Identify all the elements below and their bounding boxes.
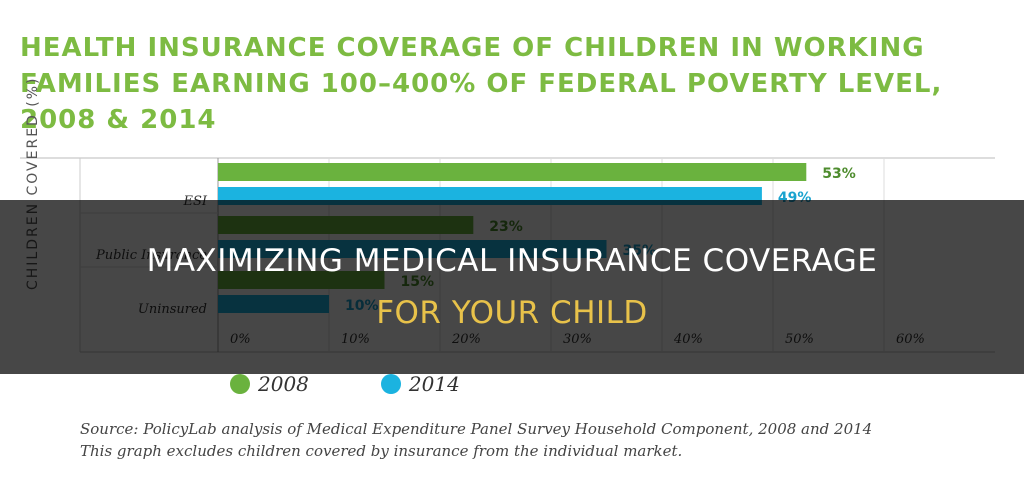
source-note: Source: PolicyLab analysis of Medical Ex… xyxy=(80,418,980,462)
legend: 2008 2014 xyxy=(230,372,460,396)
bar-2008-esi xyxy=(218,163,807,181)
legend-item-2014: 2014 xyxy=(380,372,460,396)
banner-headline-line1: MAXIMIZING MEDICAL INSURANCE COVERAGE xyxy=(146,243,878,279)
legend-label-2014: 2014 xyxy=(408,372,460,396)
legend-label-2008: 2008 xyxy=(258,372,309,396)
banner-headline-line2: FOR YOUR CHILD xyxy=(376,295,648,331)
legend-item-2008: 2008 xyxy=(230,372,309,396)
legend-swatch-2014 xyxy=(380,374,401,394)
source-text: Source: PolicyLab analysis of Medical Ex… xyxy=(80,420,873,438)
legend-swatch-2008 xyxy=(230,374,250,394)
title-banner: MAXIMIZING MEDICAL INSURANCE COVERAGE FO… xyxy=(0,200,1024,374)
chart-title: HEALTH INSURANCE COVERAGE OF CHILDREN IN… xyxy=(20,33,943,135)
data-label: 53% xyxy=(822,166,856,182)
exclusion-note: This graph excludes children covered by … xyxy=(80,442,683,460)
